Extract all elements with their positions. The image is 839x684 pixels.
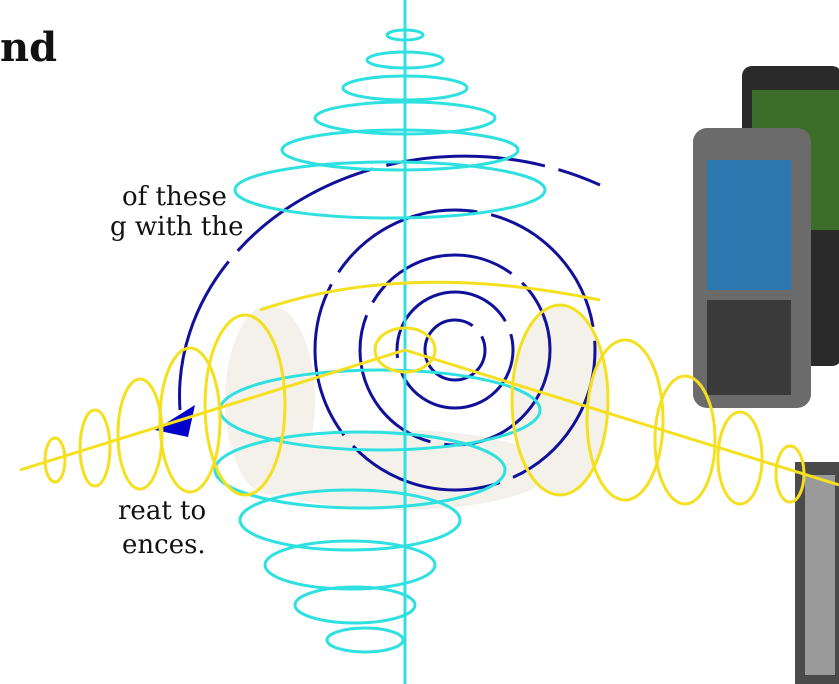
loop xyxy=(265,541,435,589)
phone-detail xyxy=(805,475,835,675)
slide: nd of these g with the reat to ences. xyxy=(0,0,839,684)
loop xyxy=(397,292,513,408)
phones xyxy=(693,66,839,684)
loop xyxy=(295,587,415,623)
phone-keypad xyxy=(707,300,791,395)
loop xyxy=(655,376,715,504)
phone-screen xyxy=(707,160,791,290)
loop xyxy=(327,628,403,652)
shading xyxy=(225,305,608,510)
spiral-graphic xyxy=(0,0,839,684)
